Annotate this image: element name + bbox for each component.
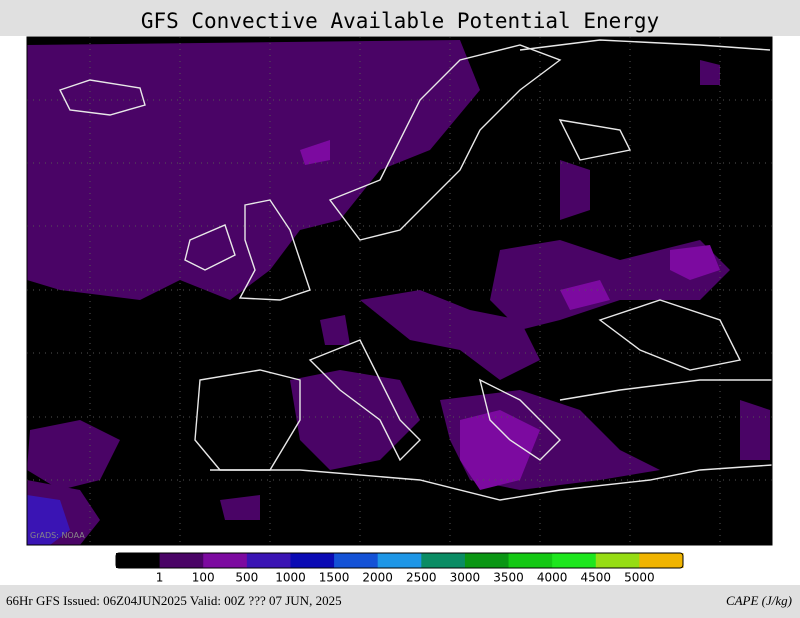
colorbar-label: 2000	[362, 571, 393, 585]
cape-fields-high	[300, 140, 720, 490]
title-bar	[0, 0, 800, 36]
color-swatch	[246, 553, 291, 568]
colorbar-label: 1000	[275, 571, 306, 585]
footer-units: CAPE (J/kg)	[726, 593, 792, 608]
colorbar-label: 2500	[406, 571, 437, 585]
color-swatch	[552, 553, 597, 568]
colorbar-label: 3000	[450, 571, 481, 585]
color-swatch	[290, 553, 335, 568]
color-swatch	[595, 553, 640, 568]
coastlines	[59, 39, 773, 501]
colorbar-label: 3500	[493, 571, 524, 585]
color-swatch	[464, 553, 510, 568]
footer-info: 66Hr GFS Issued: 06Z04JUN2025 Valid: 00Z…	[6, 593, 342, 608]
color-swatch	[159, 553, 204, 568]
map-title: GFS Convective Available Potential Energ…	[141, 9, 659, 33]
color-swatch	[508, 553, 553, 568]
color-swatch	[334, 553, 379, 568]
colorbar-label: 1500	[319, 571, 350, 585]
colorbar-frame	[115, 552, 684, 569]
color-swatch	[421, 553, 466, 568]
color-swatch	[203, 553, 248, 568]
colorbar-label: 1	[156, 571, 164, 585]
colorbar-label: 100	[192, 571, 215, 585]
colorbar-label: 5000	[624, 571, 655, 585]
color-swatch	[377, 553, 422, 568]
cape-field-peak	[27, 495, 70, 545]
graticule	[27, 37, 772, 545]
colorbar-label: 500	[235, 571, 258, 585]
color-swatch	[116, 553, 161, 568]
footer-bar	[0, 585, 800, 618]
color-swatch	[639, 553, 684, 568]
map-frame	[26, 36, 773, 546]
watermark: GrADS: NOAA	[30, 531, 85, 540]
colorbar-label: 4500	[580, 571, 611, 585]
map: GrADS: NOAA	[26, 36, 773, 546]
colorbar-label: 4000	[537, 571, 568, 585]
colorbar: 1 100 500 1000 1500 2000 2500 3000 3500 4000 4500 5…	[115, 552, 684, 585]
